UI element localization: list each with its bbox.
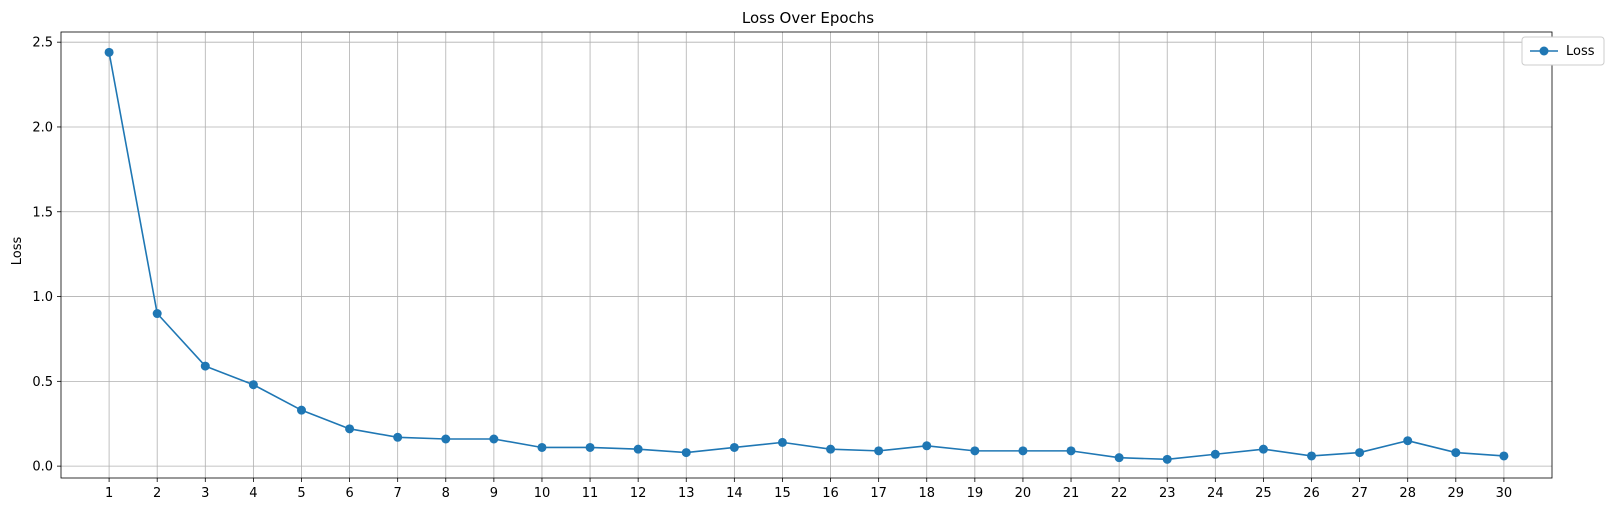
data-point bbox=[585, 442, 595, 452]
x-tick-label: 4 bbox=[249, 486, 257, 501]
data-point bbox=[874, 446, 884, 456]
x-tick-label: 5 bbox=[297, 486, 305, 501]
x-tick-label: 11 bbox=[582, 486, 599, 501]
x-tick-label: 23 bbox=[1159, 486, 1176, 501]
y-tick-label: 1.5 bbox=[32, 205, 53, 220]
data-point bbox=[1355, 448, 1365, 458]
legend-box bbox=[1521, 36, 1605, 66]
x-tick-label: 9 bbox=[490, 486, 498, 501]
data-point bbox=[1018, 446, 1028, 456]
grid-lines bbox=[61, 32, 1552, 478]
x-tick-label: 13 bbox=[678, 486, 695, 501]
data-point bbox=[777, 437, 787, 447]
legend: Loss bbox=[1521, 36, 1605, 66]
x-tick-label: 25 bbox=[1255, 486, 1272, 501]
x-tick-label: 30 bbox=[1496, 486, 1513, 501]
series-layer bbox=[104, 47, 1509, 464]
plot-frame bbox=[60, 31, 1553, 479]
series-line-loss bbox=[108, 52, 1504, 461]
data-point bbox=[729, 442, 739, 452]
x-tick-label: 26 bbox=[1303, 486, 1320, 501]
x-tick-label: 7 bbox=[394, 486, 402, 501]
data-point bbox=[200, 361, 210, 371]
data-point bbox=[922, 441, 932, 451]
x-tick-label: 24 bbox=[1207, 486, 1224, 501]
x-tick-label: 17 bbox=[870, 486, 887, 501]
data-point bbox=[345, 424, 355, 434]
data-point bbox=[1258, 444, 1268, 454]
legend-label-loss: Loss bbox=[1566, 44, 1595, 59]
x-tick-label: 2 bbox=[153, 486, 161, 501]
x-tick-label: 27 bbox=[1351, 486, 1368, 501]
x-tick-label: 15 bbox=[774, 486, 791, 501]
x-tick-label: 16 bbox=[822, 486, 839, 501]
x-tick-label: 1 bbox=[105, 486, 113, 501]
x-tick-label: 6 bbox=[345, 486, 353, 501]
data-point bbox=[681, 448, 691, 458]
x-tick-label: 14 bbox=[726, 486, 743, 501]
x-tick-label: 8 bbox=[442, 486, 450, 501]
y-tick-label: 2.5 bbox=[32, 36, 53, 51]
data-point bbox=[248, 380, 258, 390]
legend-marker-swatch bbox=[1539, 46, 1549, 56]
data-point bbox=[633, 444, 643, 454]
data-point bbox=[152, 309, 162, 319]
y-axis-title: Loss bbox=[10, 237, 25, 266]
y-tick-label: 2.0 bbox=[32, 120, 53, 135]
data-point bbox=[1307, 451, 1317, 461]
data-point bbox=[1210, 449, 1220, 459]
x-tick-label: 21 bbox=[1063, 486, 1080, 501]
y-tick-label: 1.0 bbox=[32, 290, 53, 305]
x-tick-label: 28 bbox=[1399, 486, 1416, 501]
plot-frame-rect bbox=[60, 31, 1553, 479]
data-point bbox=[393, 432, 403, 442]
y-tick-label: 0.0 bbox=[32, 460, 53, 475]
data-point bbox=[1451, 448, 1461, 458]
x-tick-label: 22 bbox=[1111, 486, 1128, 501]
data-point bbox=[489, 434, 499, 444]
data-point bbox=[1403, 436, 1413, 446]
y-tick-label: 0.5 bbox=[32, 375, 53, 390]
x-tick-label: 19 bbox=[967, 486, 984, 501]
data-point bbox=[104, 47, 114, 57]
chart-title: Loss Over Epochs bbox=[742, 9, 874, 27]
tick-labels: 1 2 3 4 5 6 7 8 9 10 11 12 13 14 15 16 17 18 19 20 21 22 23 24 2… bbox=[32, 36, 1512, 501]
data-point bbox=[970, 446, 980, 456]
data-point bbox=[1066, 446, 1076, 456]
data-point bbox=[826, 444, 836, 454]
data-point bbox=[1162, 454, 1172, 464]
x-tick-label: 10 bbox=[534, 486, 551, 501]
data-point bbox=[1499, 451, 1509, 461]
x-tick-label: 29 bbox=[1448, 486, 1465, 501]
x-tick-label: 18 bbox=[918, 486, 935, 501]
x-tick-label: 3 bbox=[201, 486, 209, 501]
data-point bbox=[441, 434, 451, 444]
data-point bbox=[296, 405, 306, 415]
x-tick-label: 12 bbox=[630, 486, 647, 501]
data-point bbox=[537, 442, 547, 452]
x-tick-label: 20 bbox=[1015, 486, 1032, 501]
data-point bbox=[1114, 453, 1124, 463]
